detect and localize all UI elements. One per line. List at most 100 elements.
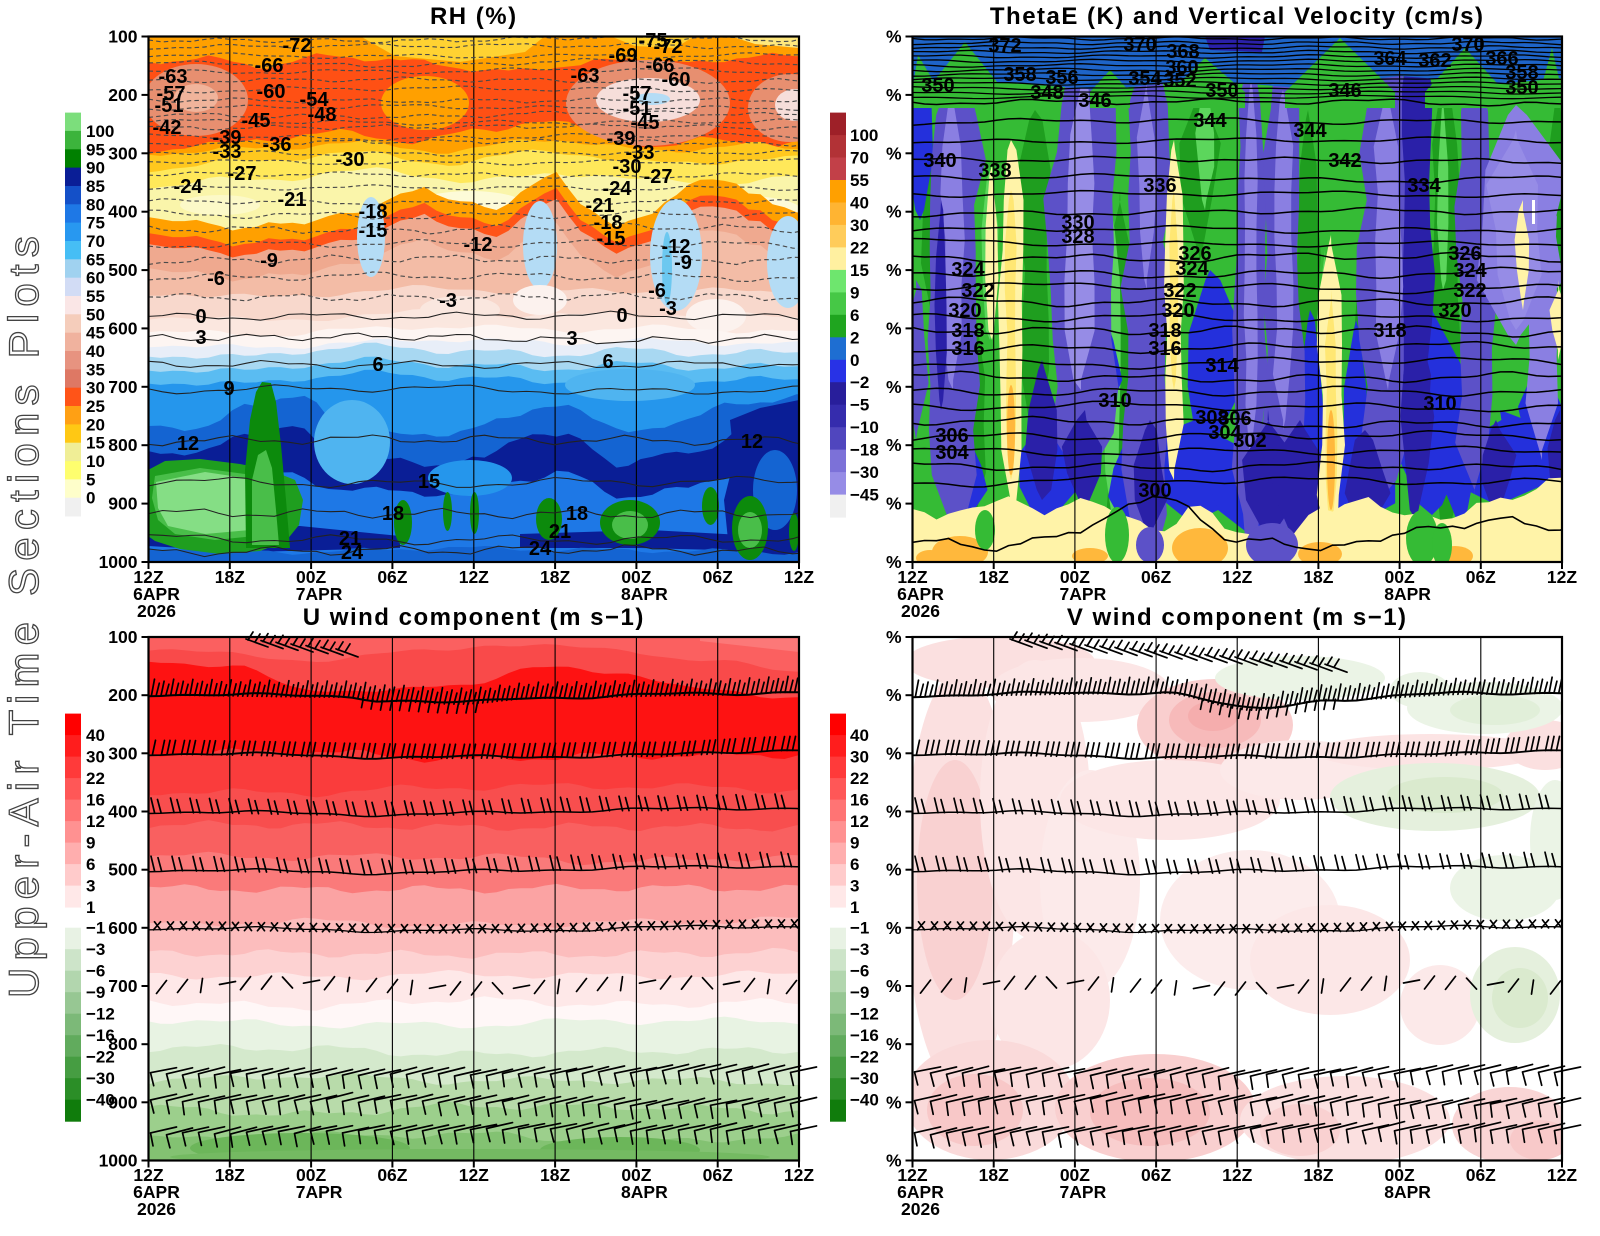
svg-text:40: 40	[86, 726, 105, 745]
svg-text:322: 322	[1163, 280, 1196, 302]
svg-text:318: 318	[1148, 320, 1181, 342]
svg-text:%: %	[886, 918, 902, 938]
svg-text:-69: -69	[609, 45, 638, 67]
svg-text:18: 18	[382, 503, 404, 525]
svg-text:-18: -18	[594, 212, 623, 234]
svg-text:302: 302	[1233, 430, 1266, 452]
svg-text:30: 30	[86, 379, 105, 398]
svg-text:1000: 1000	[99, 1151, 138, 1171]
svg-text:700: 700	[108, 377, 137, 397]
svg-text:18Z: 18Z	[540, 1165, 570, 1185]
svg-text:342: 342	[1328, 150, 1361, 172]
svg-text:-27: -27	[228, 163, 257, 185]
svg-text:308: 308	[1195, 407, 1228, 429]
svg-text:%: %	[886, 27, 902, 47]
svg-text:6APR: 6APR	[897, 584, 944, 604]
svg-text:1: 1	[86, 898, 95, 917]
svg-text:Upper-Air Time Sections Plots: Upper-Air Time Sections Plots	[0, 229, 47, 998]
svg-text:600: 600	[108, 918, 137, 938]
svg-text:-39: -39	[213, 127, 242, 149]
svg-text:45: 45	[86, 324, 105, 343]
svg-text:18Z: 18Z	[215, 567, 245, 587]
svg-text:06Z: 06Z	[703, 1165, 733, 1185]
svg-text:346: 346	[1078, 90, 1111, 112]
svg-text:12: 12	[850, 812, 869, 831]
svg-text:12: 12	[86, 812, 105, 831]
svg-text:−22: −22	[850, 1048, 879, 1067]
svg-text:-12: -12	[662, 236, 691, 258]
svg-text:3: 3	[195, 327, 206, 349]
svg-text:00Z: 00Z	[1060, 567, 1090, 587]
svg-text:22: 22	[850, 769, 869, 788]
svg-text:06Z: 06Z	[377, 567, 407, 587]
svg-text:00Z: 00Z	[1385, 1165, 1415, 1185]
svg-text:304: 304	[935, 442, 969, 464]
svg-text:100: 100	[108, 27, 137, 47]
svg-text:25: 25	[86, 397, 105, 416]
svg-text:%: %	[886, 1092, 902, 1112]
svg-text:18Z: 18Z	[215, 1165, 245, 1185]
svg-text:-3: -3	[659, 298, 677, 320]
svg-text:40: 40	[850, 194, 869, 213]
svg-text:2026: 2026	[901, 601, 940, 621]
svg-text:−30: −30	[86, 1069, 115, 1088]
svg-text:100: 100	[108, 627, 137, 647]
svg-text:-66: -66	[646, 55, 675, 77]
svg-text:322: 322	[1453, 280, 1486, 302]
svg-text:U wind component (m s−1): U wind component (m s−1)	[303, 604, 645, 631]
svg-text:6: 6	[372, 354, 383, 376]
svg-text:60: 60	[86, 269, 105, 288]
svg-text:12Z: 12Z	[897, 567, 927, 587]
svg-text:8APR: 8APR	[621, 584, 668, 604]
svg-text:%: %	[886, 627, 902, 647]
svg-text:0: 0	[850, 351, 859, 370]
svg-text:-63: -63	[571, 65, 600, 87]
svg-text:336: 336	[1143, 175, 1176, 197]
svg-text:06Z: 06Z	[1141, 567, 1171, 587]
svg-text:85: 85	[86, 177, 105, 196]
svg-text:6APR: 6APR	[897, 1182, 944, 1202]
svg-text:-72: -72	[654, 36, 683, 58]
svg-text:356: 356	[1045, 67, 1078, 89]
svg-text:%: %	[886, 976, 902, 996]
svg-text:-18: -18	[359, 201, 388, 223]
svg-text:65: 65	[86, 250, 105, 269]
svg-text:350: 350	[921, 75, 954, 97]
svg-text:16: 16	[850, 791, 869, 810]
svg-text:306: 306	[935, 425, 968, 447]
svg-text:2026: 2026	[901, 1199, 940, 1219]
svg-text:8APR: 8APR	[1384, 584, 1431, 604]
svg-text:344: 344	[1193, 110, 1227, 132]
svg-text:12Z: 12Z	[784, 1165, 814, 1185]
svg-text:−1: −1	[850, 919, 869, 938]
svg-text:326: 326	[1178, 243, 1211, 265]
svg-text:370: 370	[1123, 34, 1156, 56]
svg-text:368: 368	[1166, 41, 1199, 63]
svg-text:%: %	[886, 1034, 902, 1054]
svg-text:%: %	[886, 802, 902, 822]
svg-text:200: 200	[108, 85, 137, 105]
svg-text:-54: -54	[300, 89, 330, 111]
svg-text:35: 35	[86, 360, 105, 379]
svg-text:0: 0	[195, 306, 206, 328]
svg-text:306: 306	[1218, 408, 1251, 430]
svg-text:-6: -6	[207, 268, 225, 290]
svg-text:400: 400	[108, 202, 137, 222]
svg-text:90: 90	[86, 159, 105, 178]
svg-text:−45: −45	[850, 486, 879, 505]
svg-text:-27: -27	[644, 166, 673, 188]
svg-text:3: 3	[86, 877, 95, 896]
svg-text:334: 334	[1407, 175, 1441, 197]
svg-text:316: 316	[1148, 338, 1181, 360]
svg-text:346: 346	[1328, 80, 1361, 102]
svg-text:900: 900	[108, 1092, 137, 1112]
svg-text:12Z: 12Z	[1222, 1165, 1252, 1185]
svg-text:600: 600	[108, 318, 137, 338]
svg-text:12Z: 12Z	[133, 567, 163, 587]
svg-text:80: 80	[86, 195, 105, 214]
svg-text:−2: −2	[850, 373, 869, 392]
svg-text:348: 348	[1030, 82, 1063, 104]
svg-text:22: 22	[86, 769, 105, 788]
svg-text:−3: −3	[86, 940, 105, 959]
svg-text:75: 75	[86, 214, 105, 233]
